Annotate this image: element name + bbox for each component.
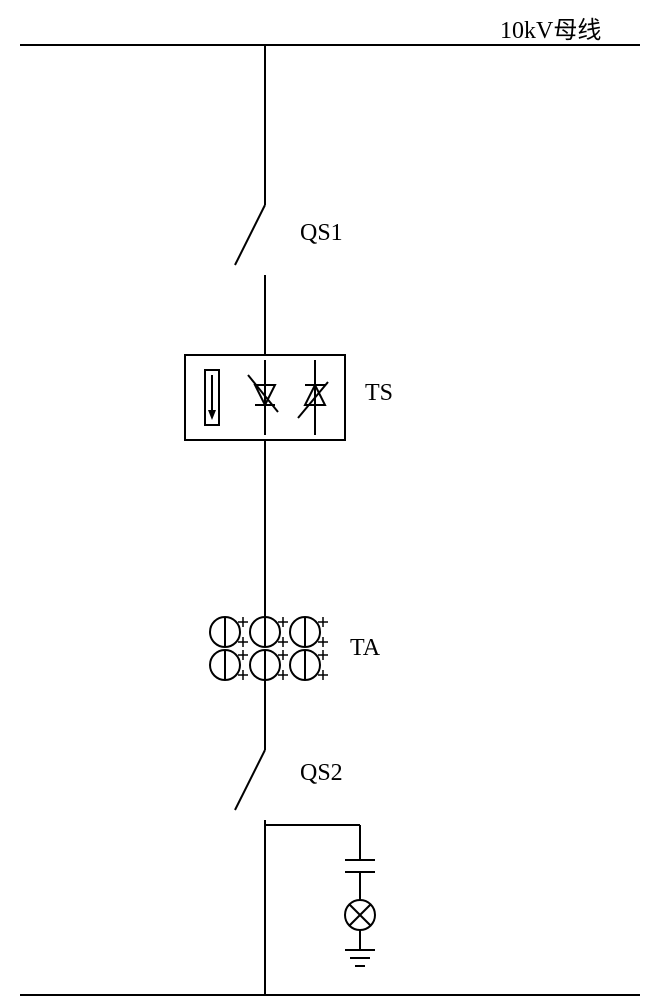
electrical-diagram (0, 0, 659, 1000)
ta-label: TA (350, 635, 380, 662)
thyristor-switch-ts (185, 355, 345, 440)
disconnector-qs2 (235, 750, 265, 995)
qs2-label: QS2 (300, 760, 343, 787)
capacitor-lamp-ground-branch (265, 825, 375, 966)
bus-label: 10kV母线 (500, 10, 601, 45)
current-transformer-ta (210, 617, 328, 680)
ts-label: TS (365, 380, 393, 407)
disconnector-qs1 (235, 205, 265, 355)
qs1-label: QS1 (300, 220, 343, 247)
